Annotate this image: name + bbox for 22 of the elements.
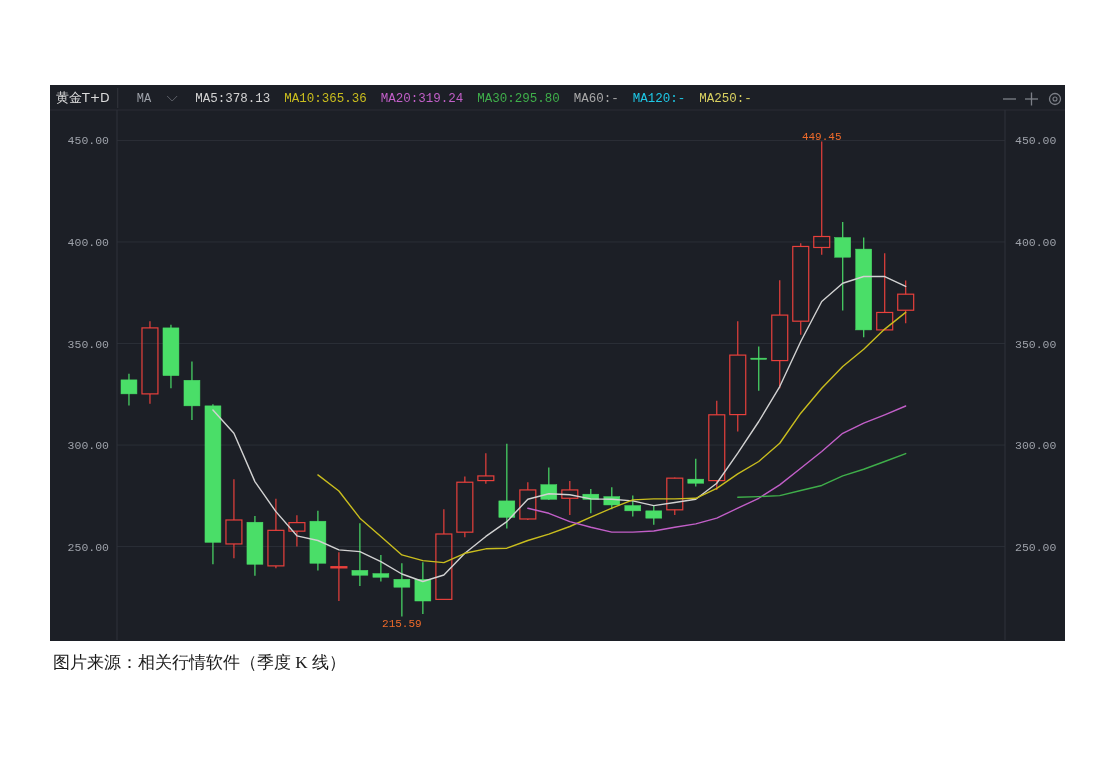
annotation: 图片来源：相关行情软件（季度 K 线） [53, 653, 346, 672]
legend-item: MA250:- [699, 92, 752, 106]
y2-tick-label: 450.00 [1015, 134, 1057, 148]
y2-tick-label: 400.00 [1015, 236, 1057, 249]
y-tick-label: 350.00 [67, 337, 109, 351]
y2-tick-label: 250.00 [1015, 540, 1057, 554]
y-tick-label: 300.00 [67, 439, 109, 453]
y-tick-label: 450.00 [67, 134, 109, 148]
y2-tick-label: 300.00 [1015, 439, 1057, 453]
annotation: 449.45 [801, 130, 842, 143]
legend-title: MA [136, 92, 152, 106]
legend-item: MA10:365.36 [284, 92, 367, 106]
legend-item: MA5:378.13 [195, 92, 271, 106]
legend-item: MA60:- [573, 92, 619, 106]
title: 黄金T+D [56, 90, 110, 105]
legend-item: MA30:295.80 [477, 92, 560, 106]
legend-item: MA120:- [632, 92, 686, 106]
y-tick-label: 400.00 [67, 236, 109, 249]
legend-item: MA20:319.24 [380, 92, 464, 106]
y-tick-label: 250.00 [67, 540, 109, 554]
annotation: 215.59 [382, 618, 422, 631]
y2-tick-label: 350.00 [1015, 337, 1057, 351]
